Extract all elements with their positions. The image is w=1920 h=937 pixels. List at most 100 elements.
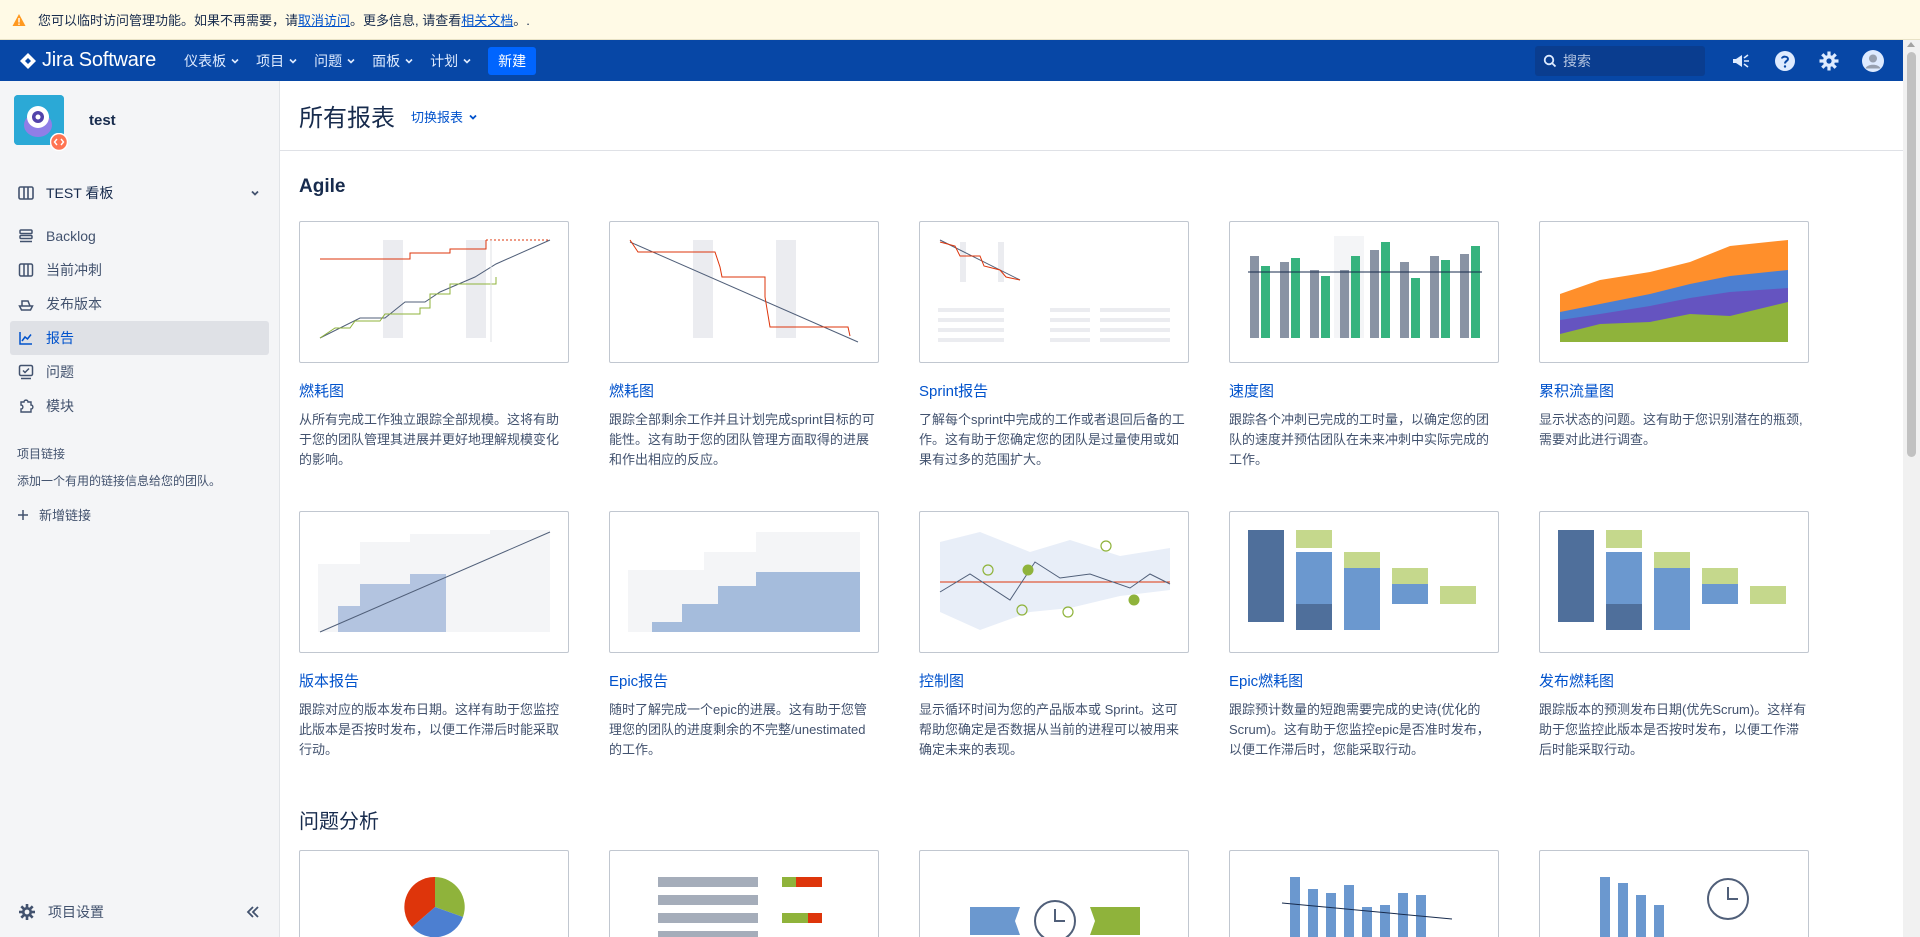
report-title[interactable]: 燃耗图: [609, 383, 655, 400]
issue-analysis-card-two-dimensional: [609, 850, 879, 937]
report-title[interactable]: 版本报告: [299, 673, 360, 690]
search-input[interactable]: [1563, 52, 1693, 69]
report-card-burnup: 燃耗图 从所有完成工作独立跟踪全部规模。这将有助于您的团队管理其进展并更好地理解…: [299, 221, 569, 470]
average-age-thumbnail[interactable]: [919, 850, 1189, 937]
chevron-down-icon: [289, 58, 297, 64]
report-description: 跟踪全部剩余工作并且计划完成sprint目标的可能性。这有助于您的团队管理方面取…: [609, 412, 875, 467]
sidebar-item-label: 报告: [46, 330, 74, 346]
report-description: 跟踪各个冲刺已完成的工时量，以确定您的团队的速度并预估团队在未来冲刺中实际完成的…: [1229, 412, 1490, 467]
create-button[interactable]: 新建: [488, 46, 537, 75]
report-title[interactable]: 燃耗图: [299, 383, 345, 400]
nav-boards-label: 面板: [372, 52, 401, 69]
collapse-sidebar-icon[interactable]: [245, 904, 261, 920]
report-title[interactable]: 累积流量图: [1539, 383, 1615, 400]
page-title: 所有报表: [299, 105, 395, 132]
scrollbar-thumb[interactable]: [1907, 52, 1916, 457]
section-agile: Agile: [299, 176, 346, 197]
nav-issues[interactable]: 问题: [306, 45, 364, 77]
sidebar-item-label: 问题: [46, 364, 74, 380]
report-description: 跟踪对应的版本发布日期。这样有助于您监控此版本是否按时发布，以便工作滞后时能采取…: [299, 702, 560, 757]
two-dimensional-thumbnail[interactable]: [609, 850, 879, 937]
profile-button[interactable]: [1859, 47, 1887, 75]
page-scrollbar[interactable]: [1903, 40, 1920, 937]
issue-analysis-card-pie: [299, 850, 569, 937]
announcement-button[interactable]: [1727, 47, 1755, 75]
puzzle-icon: [20, 399, 34, 413]
version-report-thumbnail[interactable]: [299, 511, 569, 653]
sidebar-item-components[interactable]: 模块: [10, 389, 269, 423]
report-title[interactable]: 控制图: [919, 673, 965, 690]
release-burndown-thumbnail[interactable]: [1539, 511, 1809, 653]
epic-burndown-thumbnail[interactable]: [1229, 511, 1499, 653]
report-title[interactable]: Epic报告: [609, 673, 669, 690]
nav-projects[interactable]: 项目: [248, 45, 306, 77]
pie-chart-thumbnail[interactable]: [299, 850, 569, 937]
report-card-epic-report: Epic报告 随时了解完成一个epic的进展。这有助于您管理您的团队的进度剩余的…: [609, 511, 879, 760]
burndown-thumbnail[interactable]: [609, 221, 879, 363]
report-card-control-chart: 控制图 显示循环时间为您的产品版本或 Sprint。这可帮助您确定是否数据从当前…: [919, 511, 1189, 760]
epic-report-thumbnail[interactable]: [609, 511, 879, 653]
report-description: 从所有完成工作独立跟踪全部规模。这将有助于您的团队管理其进展并更好地理解规模变化…: [299, 412, 560, 467]
cumulative-flow-thumbnail[interactable]: [1539, 221, 1809, 363]
report-card-version-report: 版本报告 跟踪对应的版本发布日期。这样有助于您监控此版本是否按时发布，以便工作滞…: [299, 511, 569, 760]
board-selector[interactable]: TEST 看板: [0, 173, 279, 213]
sidebar-item-backlog[interactable]: Backlog: [10, 219, 269, 253]
nav-boards[interactable]: 面板: [364, 45, 422, 77]
issue-analysis-card-average-age: [919, 850, 1189, 937]
switch-report-dropdown[interactable]: 切换报表: [411, 107, 479, 126]
chevron-down-icon: [231, 58, 239, 64]
report-description: 了解每个sprint中完成的工作或者退回后备的工作。这有助于您确定您的团队是过量…: [919, 412, 1185, 467]
issue-analysis-card-created-resolved: [1229, 850, 1499, 937]
sprint-report-thumbnail[interactable]: [919, 221, 1189, 363]
add-link-button[interactable]: 新增链接: [0, 505, 279, 524]
docs-link[interactable]: 相关文档: [461, 13, 514, 28]
chart-line-icon: [19, 332, 32, 345]
control-chart-thumbnail[interactable]: [919, 511, 1189, 653]
project-settings-link[interactable]: 项目设置: [48, 904, 104, 920]
project-links-description: 添加一个有用的链接信息给您的团队。: [17, 474, 222, 488]
sidebar-item-issues[interactable]: 问题: [10, 355, 269, 389]
report-title[interactable]: 速度图: [1229, 383, 1275, 400]
project-robot-icon: [14, 95, 64, 145]
jira-logo[interactable]: Jira Software: [20, 49, 156, 72]
sidebar-item-active-sprint[interactable]: 当前冲刺: [10, 253, 269, 287]
burnup-thumbnail[interactable]: [299, 221, 569, 363]
settings-button[interactable]: [1815, 47, 1843, 75]
board-name: TEST 看板: [46, 185, 114, 201]
sidebar-item-reports[interactable]: 报告: [10, 321, 269, 355]
chevron-down-icon: [463, 58, 471, 64]
nav-dashboards[interactable]: 仪表板: [176, 45, 248, 77]
report-title[interactable]: Epic燃耗图: [1229, 673, 1304, 690]
sidebar-item-releases[interactable]: 发布版本: [10, 287, 269, 321]
search-box[interactable]: [1535, 45, 1705, 76]
report-title[interactable]: 发布燃耗图: [1539, 673, 1615, 690]
created-vs-resolved-thumbnail[interactable]: [1229, 850, 1499, 937]
avatar-icon: [1862, 49, 1884, 72]
nav-projects-label: 项目: [256, 52, 285, 69]
cancel-access-link[interactable]: 取消访问: [298, 13, 351, 28]
issue-analysis-card-resolution-time: [1539, 850, 1809, 937]
switch-report-label: 切换报表: [411, 110, 464, 125]
nav-plans[interactable]: 计划: [422, 45, 480, 77]
top-navigation: Jira Software 仪表板 项目 问题 面板 计划 新建: [0, 40, 1903, 81]
brand-name: Jira Software: [42, 49, 157, 71]
report-card-velocity: 速度图 跟踪各个冲刺已完成的工时量，以确定您的团队的速度并预估团队在未来冲刺中实…: [1229, 221, 1499, 470]
banner-text-2: 。更多信息, 请查看: [350, 13, 462, 28]
help-icon: [1775, 50, 1795, 71]
project-sidebar: test TEST 看板 Backlog 当前冲刺 发布版本 报告 问题 模块: [0, 81, 280, 937]
nav-issues-label: 问题: [314, 52, 343, 69]
backlog-icon: [19, 229, 33, 243]
banner-text-1: 您可以临时访问管理功能。如果不再需要，请: [38, 13, 299, 28]
resolution-time-thumbnail[interactable]: [1539, 850, 1809, 937]
report-card-epic-burndown: Epic燃耗图 跟踪预计数量的短跑需要完成的史诗(优化的 Scrum)。这有助于…: [1229, 511, 1499, 760]
gear-icon: [1819, 51, 1839, 70]
velocity-thumbnail[interactable]: [1229, 221, 1499, 363]
scroll-up-arrow-icon[interactable]: [1907, 42, 1915, 47]
project-avatar[interactable]: [14, 95, 68, 151]
add-link-label: 新增链接: [39, 508, 92, 523]
report-title[interactable]: Sprint报告: [919, 383, 989, 400]
nav-plans-label: 计划: [430, 52, 459, 69]
project-header: test: [0, 81, 279, 159]
help-button[interactable]: [1771, 47, 1799, 75]
board-icon: [18, 186, 34, 200]
